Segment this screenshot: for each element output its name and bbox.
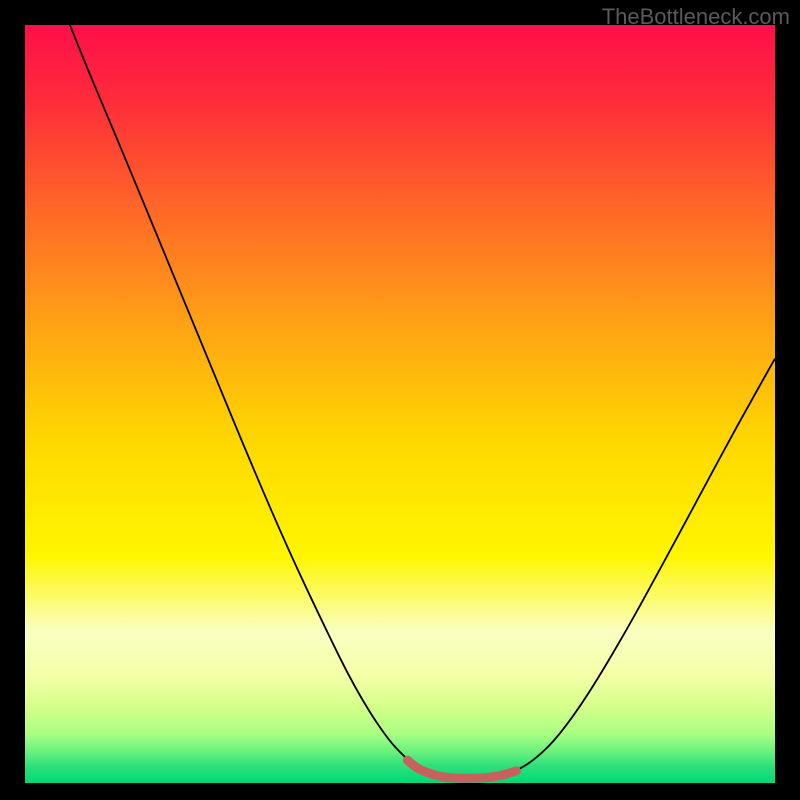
- plot-area: [25, 25, 775, 783]
- watermark-text: TheBottleneck.com: [602, 4, 790, 30]
- chart-container: TheBottleneck.com: [0, 0, 800, 800]
- chart-background: [25, 25, 775, 783]
- bottleneck-chart: [25, 25, 775, 783]
- highlight-start-dot: [403, 756, 412, 765]
- highlight-end-dot: [512, 766, 521, 775]
